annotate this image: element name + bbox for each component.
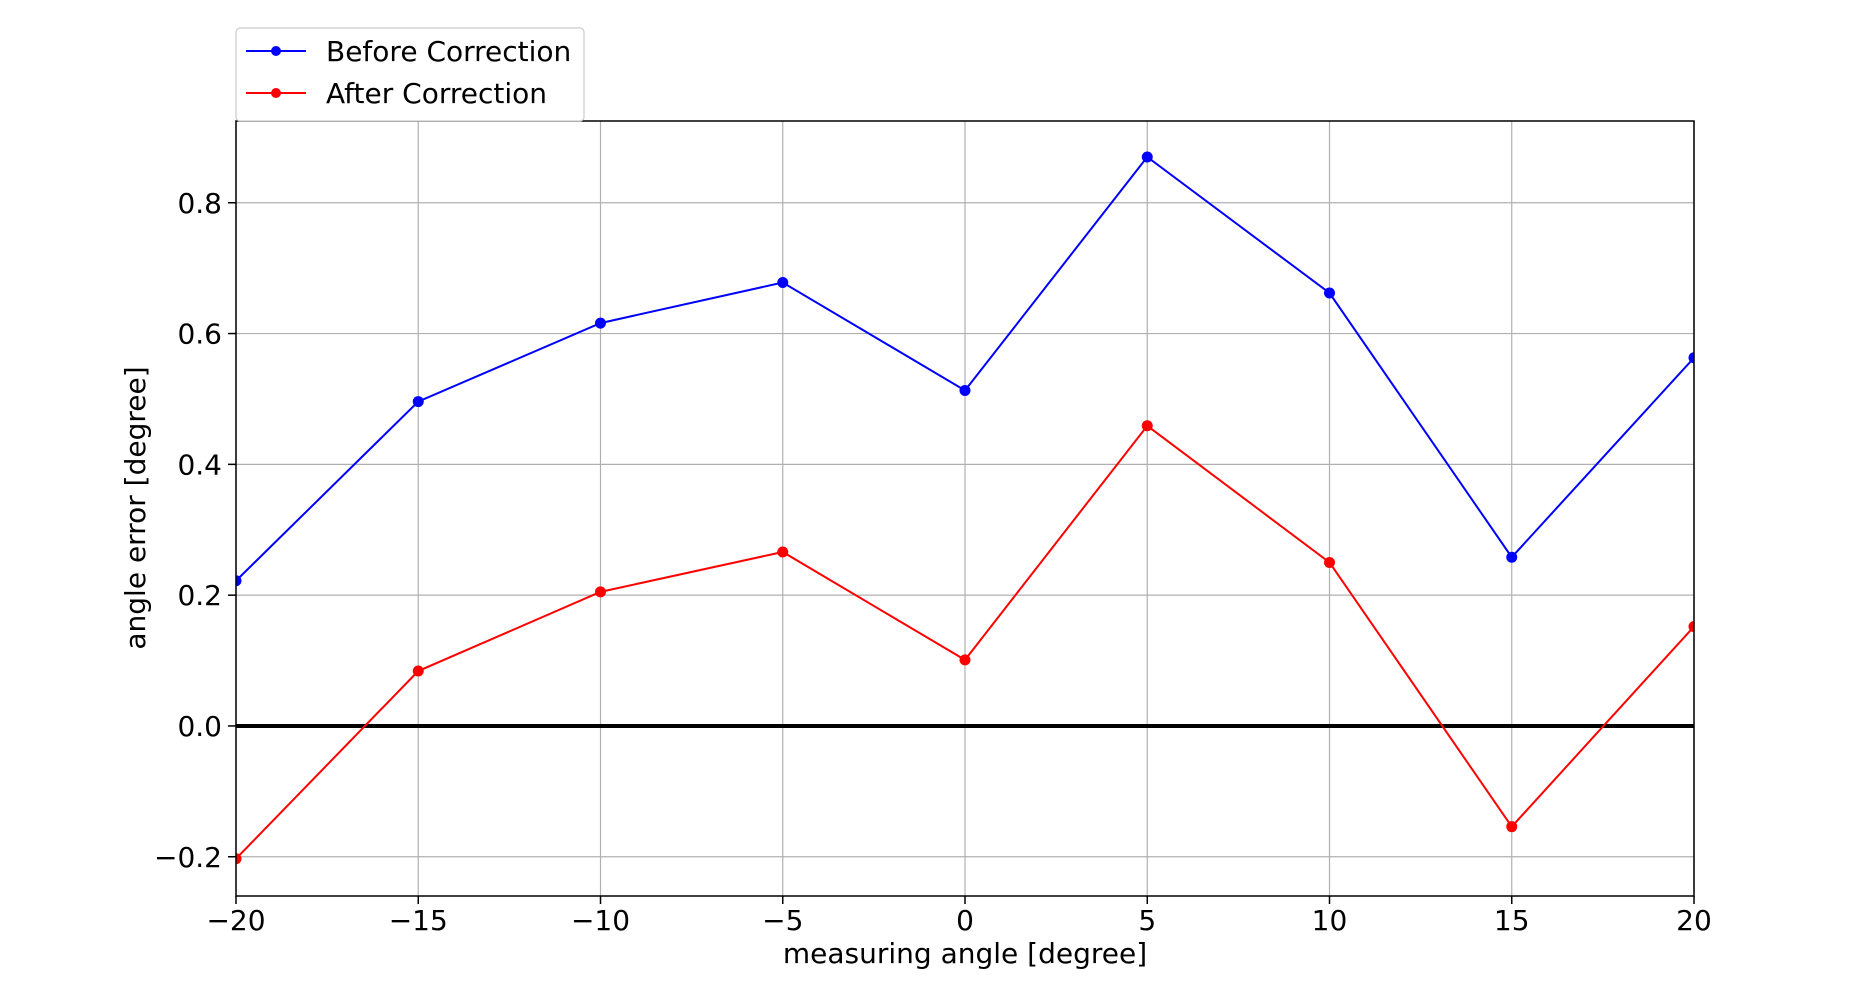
legend: Before Correction After Correction xyxy=(235,27,585,122)
data-point-before xyxy=(1324,287,1335,299)
data-point-after xyxy=(412,665,424,677)
grid xyxy=(235,121,1695,896)
x-tick-label: 20 xyxy=(1676,904,1712,937)
tick-layer: −20 −15 −10 −5 0 5 10 15 20 −0.2 0.0 0.2 0.4 0.6 0.8 xyxy=(154,187,1712,937)
x-axis-title: measuring angle [degree] xyxy=(783,937,1147,970)
legend-box xyxy=(235,27,585,122)
y-tick-label: 0.0 xyxy=(177,710,222,743)
y-tick-label: −0.2 xyxy=(154,841,222,874)
y-tick-label: 0.6 xyxy=(177,318,222,351)
data-point-before xyxy=(1688,352,1694,364)
x-tick-label: −5 xyxy=(762,904,803,937)
x-tick-label: 15 xyxy=(1494,904,1530,937)
data-point-before xyxy=(1141,151,1153,163)
data-point-after xyxy=(1506,821,1518,833)
data-point-after xyxy=(777,546,789,558)
data-point-after xyxy=(236,853,242,865)
legend-marker-after xyxy=(271,88,281,98)
data-point-after xyxy=(595,586,606,598)
y-tick-label: 0.8 xyxy=(177,187,222,220)
x-tick-label: −10 xyxy=(571,904,630,937)
data-point-before xyxy=(412,396,424,408)
y-tick-label: 0.4 xyxy=(177,448,222,481)
y-tick-label: 0.2 xyxy=(177,579,222,612)
data-point-after xyxy=(959,654,971,666)
legend-entry-after: After Correction xyxy=(246,77,547,110)
legend-marker-before xyxy=(271,46,281,56)
data-point-before xyxy=(236,575,242,587)
data-point-after xyxy=(1688,621,1694,633)
series-layer xyxy=(236,151,1694,865)
legend-entry-before: Before Correction xyxy=(246,35,571,68)
legend-label-after: After Correction xyxy=(326,77,547,110)
x-tick-label: −20 xyxy=(206,904,265,937)
data-point-after xyxy=(1141,420,1153,432)
x-tick-label: 0 xyxy=(956,904,974,937)
x-tick-label: −15 xyxy=(389,904,448,937)
x-tick-label: 5 xyxy=(1138,904,1156,937)
legend-label-before: Before Correction xyxy=(326,35,571,68)
y-axis-title: angle error [degree] xyxy=(119,366,152,649)
data-point-before xyxy=(1506,551,1518,563)
data-point-before xyxy=(959,384,971,396)
data-point-before xyxy=(777,277,789,289)
x-tick-label: 10 xyxy=(1312,904,1348,937)
data-point-after xyxy=(1324,556,1335,568)
data-point-before xyxy=(595,317,606,329)
